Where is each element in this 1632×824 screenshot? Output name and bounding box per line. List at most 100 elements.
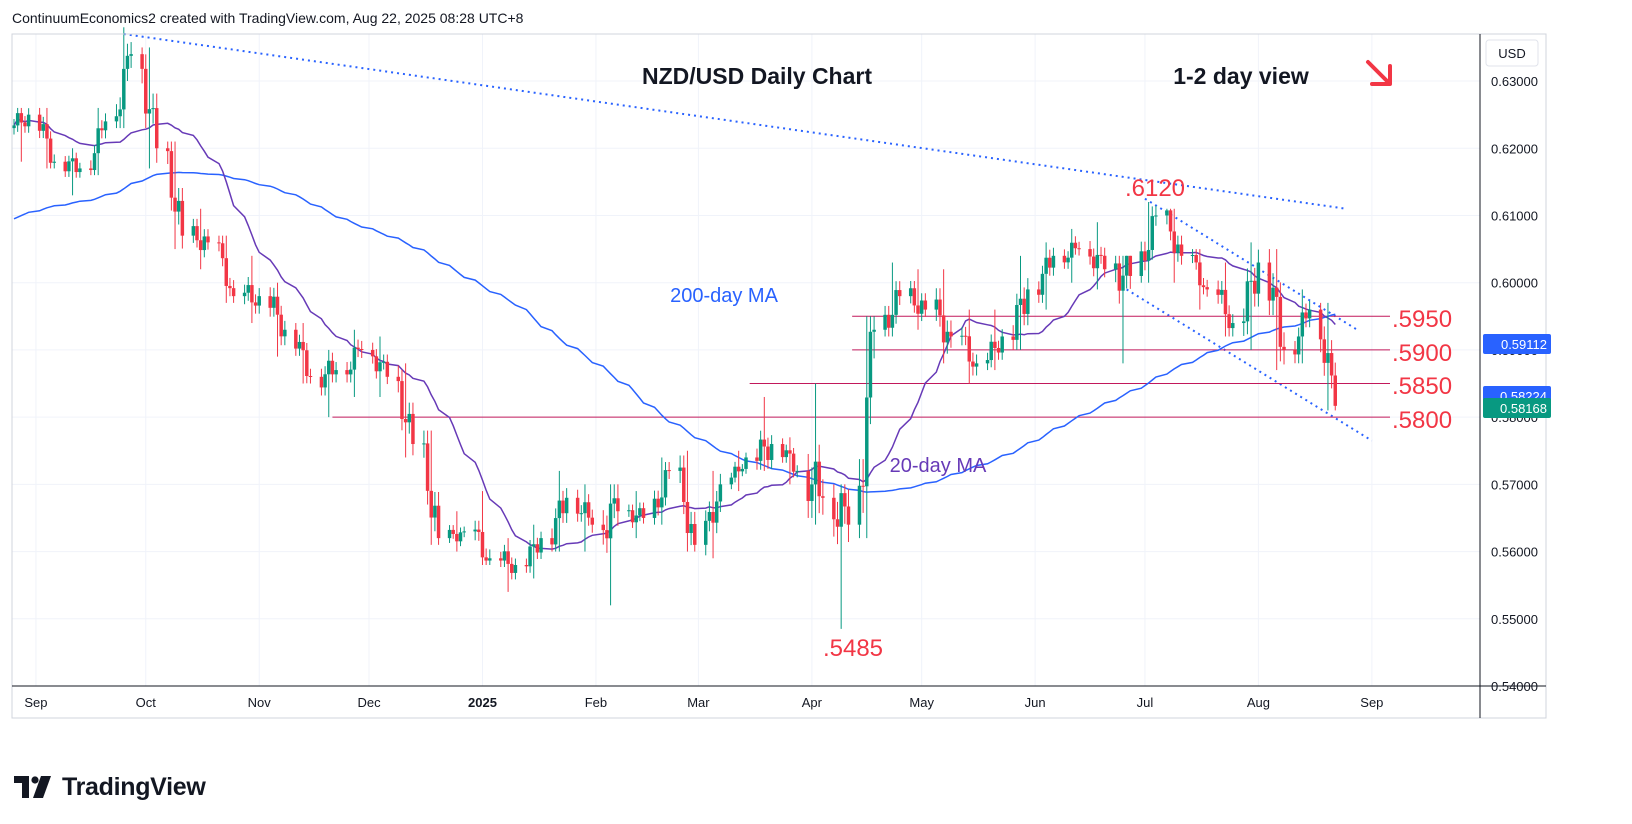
candle-body [1318,309,1323,340]
candle-body [327,360,331,375]
time-tick-label: Apr [802,695,823,710]
candle-body [15,113,20,126]
candle-body [583,502,587,514]
candle-body [1015,304,1019,340]
candle-body [608,503,613,539]
candle-body [1271,287,1275,301]
candle-body [945,331,950,343]
candle-body [359,349,364,351]
candle-body [835,519,840,527]
candle-body [480,531,485,558]
candle-body [865,397,869,487]
candle-body [173,197,177,212]
candle-body [861,485,865,487]
candle-body [634,515,638,523]
candle-body [206,236,210,243]
candle-body [1326,353,1330,363]
candle-body [400,381,404,420]
currency-label: USD [1498,46,1525,61]
candle-body [220,243,225,259]
candle-body [780,444,785,458]
time-tick-label: Nov [248,695,272,710]
candle-body [908,288,913,297]
candle-body [502,551,507,561]
chart-grid [12,34,1480,687]
candle-body [451,529,455,534]
candle-body [242,292,247,297]
candle-body [144,68,148,114]
candle-body [275,296,280,315]
candle-body [345,370,349,375]
time-tick-label: Aug [1247,695,1270,710]
time-axis[interactable]: Sep Oct Nov Dec 2025 Feb Mar Apr May Jun Jul Aug Sep [24,695,1383,710]
price-tick-label: 0.60000 [1491,276,1538,291]
candle-body [191,226,196,236]
candle-body [103,121,108,131]
candle-body [788,450,792,454]
candle-body [1293,349,1297,355]
candle-body [934,299,939,310]
currency-box[interactable] [1485,39,1539,67]
candle-body [305,350,309,377]
candle-body [74,158,78,173]
price-chart[interactable]: 0.630000.620000.610000.600000.590000.580… [0,0,1632,760]
tradingview-brand[interactable]: TradingView [14,770,206,804]
candle-body [1216,289,1220,295]
candle-body [1198,262,1202,286]
candle-body [663,470,668,498]
price-tick-label: 0.61000 [1491,208,1538,223]
candle-body [919,300,924,314]
time-tick-label: Feb [585,695,607,710]
candle-body [488,558,492,561]
candle-body [1102,255,1107,270]
candle-body [1037,289,1041,295]
candle-body [455,533,459,542]
candle-body [228,285,232,289]
price-tick-label: 0.63000 [1491,74,1538,89]
candle-body [1128,255,1133,276]
candle-body [118,109,122,117]
candle-body [370,349,375,357]
ma200-line [13,171,1336,493]
candle-body [129,54,133,56]
candle-body [1077,248,1081,250]
candle-body [396,376,401,382]
candle-body [1300,312,1305,337]
candle-body [301,341,305,351]
candle-body [217,242,221,244]
candle-body [37,114,42,131]
candle-body [627,510,631,512]
candle-body [1113,263,1118,270]
level-label-5850: .5850 [1392,373,1452,400]
candle-body [550,538,554,545]
price-tick-label: 0.57000 [1491,477,1538,492]
candle-body [1099,254,1103,256]
candle-body [718,484,723,502]
candle-body [806,470,810,501]
candle-body [1322,339,1327,363]
price-axis[interactable]: 0.630000.620000.610000.600000.590000.580… [1491,74,1538,694]
candle-body [352,347,357,370]
time-tick-label: Sep [1360,695,1383,710]
candle-body [1073,242,1078,249]
candle-body [180,200,185,236]
candle-body [308,376,313,378]
price-tick-label: 0.56000 [1491,545,1538,560]
candle-body [1282,346,1286,350]
candle-body [887,314,891,328]
candle-body [667,470,671,472]
candle-body [385,361,390,377]
candlesticks [12,27,1337,629]
chart-title: NZD/USD Daily Chart [642,63,872,89]
candle-body [894,290,898,315]
time-tick-label: Jun [1025,695,1046,710]
candle-body [707,511,712,521]
candle-body [92,153,97,171]
candle-body [279,314,283,337]
candle-body [45,124,49,139]
candle-body [1220,289,1224,295]
time-tick-label: May [909,695,934,710]
brand-name: TradingView [62,772,206,801]
candle-body [297,341,302,349]
level-label-5800: .5800 [1392,407,1452,434]
